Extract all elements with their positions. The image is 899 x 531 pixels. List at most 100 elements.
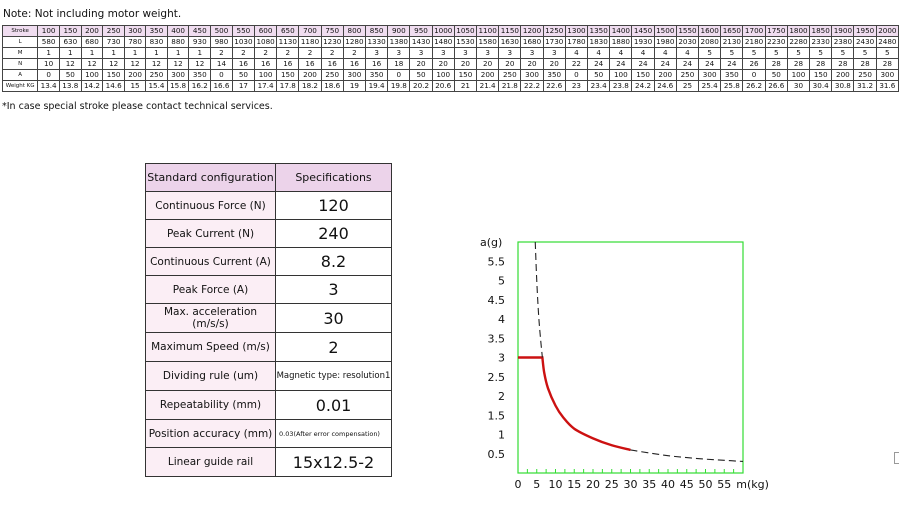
stroke-cell: 630 (58, 36, 82, 48)
stroke-cell: 1150 (498, 25, 522, 37)
stroke-cell: 12 (188, 58, 212, 70)
stroke-cell: 18 (387, 58, 411, 70)
stroke-cell: 3 (409, 47, 433, 59)
stroke-cell: 28 (764, 58, 788, 70)
stroke-table-row: L 580 630 680 730 780 830 880 930 980 1030 1080 1130… (1, 36, 899, 48)
stroke-cell: 20 (453, 58, 478, 70)
stroke-cell: 1200 (520, 25, 544, 37)
stroke-cell: 850 (365, 25, 389, 37)
stroke-cell: 1580 (476, 36, 500, 48)
stroke-cell: 30.8 (831, 80, 855, 92)
stroke-cell: 200 (653, 69, 677, 81)
stroke-cell: 24 (675, 58, 700, 70)
x-tick-label: 25 (605, 478, 619, 491)
stroke-cell: 24 (587, 58, 611, 70)
stroke-cell: 780 (123, 36, 147, 48)
stroke-cell: 20 (542, 58, 566, 70)
y-tick-label: 5.5 (488, 255, 506, 268)
stroke-cell: 5 (853, 47, 877, 59)
stroke-cell: 250 (498, 69, 522, 81)
stroke-cell: 18.2 (298, 80, 322, 92)
x-tick-label: 30 (624, 478, 638, 491)
stroke-cell: 5 (831, 47, 855, 59)
stroke-cell: 21.8 (498, 80, 522, 92)
stroke-cell: 12 (123, 58, 147, 70)
stroke-cell: 1 (145, 47, 168, 59)
stroke-cell: 4 (631, 47, 655, 59)
stroke-cell: 1930 (631, 36, 655, 48)
spec-value: 2 (275, 332, 392, 362)
stroke-cell: 20 (520, 58, 544, 70)
stroke-cell: 1 (166, 47, 190, 59)
stroke-cell: 2 (210, 47, 233, 59)
stroke-cell: 2330 (809, 36, 833, 48)
stroke-cell: 200 (123, 69, 147, 81)
stroke-cell: 150 (58, 25, 82, 37)
stroke-cell: 12 (145, 58, 168, 70)
stroke-cell: 5 (698, 47, 722, 59)
stroke-cell: 3 (387, 47, 411, 59)
stroke-cell: 1280 (342, 36, 367, 48)
spec-key: Peak Current (N) (145, 219, 276, 248)
spec-key: Repeatability (mm) (145, 390, 276, 420)
y-tick-label: 1 (498, 429, 505, 442)
stroke-cell: 350 (720, 69, 744, 81)
stroke-cell: 450 (188, 25, 212, 37)
stroke-cell: 17.8 (276, 80, 300, 92)
x-tick-label: 45 (680, 478, 694, 491)
stroke-cell: 2 (298, 47, 322, 59)
stroke-cell: 0 (742, 69, 766, 81)
footnote: *In case special stroke please contact t… (2, 101, 273, 112)
stroke-cell: 4 (587, 47, 611, 59)
stroke-cell: 14 (210, 58, 233, 70)
stroke-cell: 800 (342, 25, 367, 37)
stroke-cell: 1 (37, 47, 60, 59)
stroke-cell: 50 (587, 69, 611, 81)
stroke-cell: 25.4 (698, 80, 722, 92)
stroke-cell: 19 (342, 80, 367, 92)
stroke-cell: 1780 (564, 36, 589, 48)
spec-key: Position accuracy (mm) (145, 419, 276, 448)
stroke-cell: 4 (564, 47, 589, 59)
stroke-cell: 500 (210, 25, 233, 37)
stroke-cell: 1430 (409, 36, 433, 48)
scroll-edge-handle[interactable] (894, 452, 899, 464)
stroke-cell: 250 (675, 69, 700, 81)
stroke-cell: 1 (188, 47, 212, 59)
note: Note: Not including motor weight. (3, 8, 182, 20)
x-tick-label: 50 (699, 478, 713, 491)
stroke-cell: 3 (520, 47, 544, 59)
stroke-cell: 20 (476, 58, 500, 70)
x-tick-label: 10 (549, 478, 563, 491)
y-tick-label: 3 (498, 352, 505, 365)
stroke-cell: 650 (276, 25, 300, 37)
x-tick-label: 0 (515, 478, 522, 491)
stroke-cell: 1950 (853, 25, 877, 37)
stroke-cell: 1480 (431, 36, 455, 48)
stroke-cell: 300 (123, 25, 147, 37)
stroke-cell: 16 (298, 58, 322, 70)
stroke-cell: 23 (564, 80, 589, 92)
stroke-cell: 13.8 (58, 80, 82, 92)
stroke-cell: 950 (409, 25, 433, 37)
y-tick-label: 4.5 (488, 294, 506, 307)
stroke-cell: 100 (786, 69, 811, 81)
stroke-cell: 1680 (520, 36, 544, 48)
stroke-cell: 10 (37, 58, 60, 70)
stroke-cell: 930 (188, 36, 212, 48)
stroke-cell: 200 (298, 69, 322, 81)
stroke-cell: 16 (253, 58, 278, 70)
stroke-cell: 25 (675, 80, 700, 92)
stroke-cell: 1750 (764, 25, 788, 37)
stroke-cell: 200 (831, 69, 855, 81)
stroke-cell: 3 (431, 47, 455, 59)
stroke-cell: 2430 (853, 36, 877, 48)
stroke-cell: 31.2 (853, 80, 877, 92)
stroke-cell: 3 (476, 47, 500, 59)
stroke-cell: 1980 (653, 36, 677, 48)
series-line-2 (630, 449, 744, 462)
stroke-cell: 15.8 (166, 80, 190, 92)
stroke-cell: 28 (809, 58, 833, 70)
spec-value: 240 (275, 219, 392, 248)
stroke-cell: 19.4 (365, 80, 389, 92)
